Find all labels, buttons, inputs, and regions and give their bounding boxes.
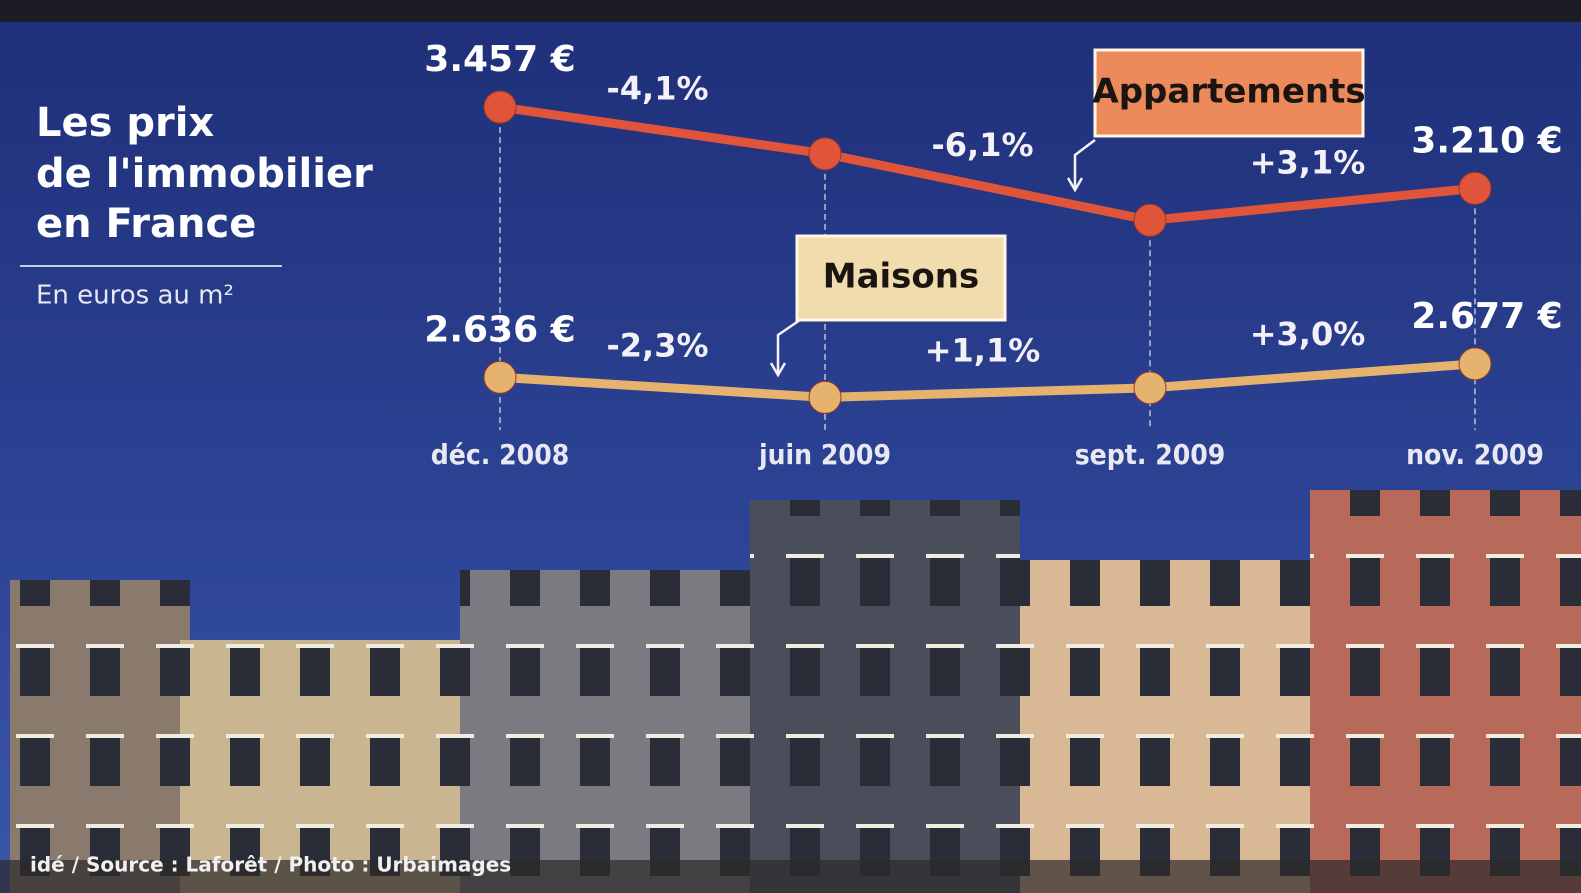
value-label: 2.636 €	[424, 309, 575, 350]
data-point	[483, 90, 517, 124]
x-tick-label: nov. 2009	[1406, 438, 1544, 471]
change-label: +3,1%	[1250, 143, 1366, 181]
source: idé / Source : Laforêt / Photo : Urbaima…	[30, 853, 511, 877]
value-label: 3.210 €	[1411, 120, 1562, 161]
title-line: de l'immobilier	[36, 151, 373, 197]
data-point	[483, 360, 517, 394]
data-point	[1458, 171, 1492, 205]
subtitle: En euros au m²	[36, 281, 234, 311]
x-tick-label: sept. 2009	[1075, 438, 1226, 471]
change-label: -2,3%	[606, 326, 708, 364]
plot: déc. 2008 juin 2009 sept. 2009 nov. 2009 3.4…	[424, 39, 1562, 471]
series-label-box	[795, 234, 1007, 322]
series-label-box	[1093, 48, 1365, 138]
title-line: Les prix	[36, 100, 214, 146]
change-label: +3,0%	[1250, 315, 1366, 353]
change-label: +1,1%	[925, 332, 1041, 370]
pointer-arrow	[769, 318, 801, 378]
data-point	[808, 380, 842, 414]
buildings	[0, 490, 1581, 893]
data-point	[808, 137, 842, 171]
top-band	[0, 0, 1581, 22]
series-label: Maisons	[823, 257, 979, 297]
series-line	[495, 359, 1480, 402]
data-point	[1133, 371, 1167, 405]
pointer-arrow	[1066, 139, 1096, 193]
value-label: 2.677 €	[1411, 296, 1562, 337]
x-tick-label: déc. 2008	[431, 438, 570, 471]
series-label: Appartements	[1092, 72, 1365, 112]
title: Les prix de l'immobilier en France	[36, 100, 373, 247]
value-label: 3.457 €	[424, 39, 575, 80]
x-tick-label: juin 2009	[758, 438, 891, 471]
change-label: -6,1%	[931, 126, 1033, 164]
data-point	[1458, 347, 1492, 381]
series-line	[495, 102, 1480, 225]
title-line: en France	[36, 201, 256, 247]
data-point	[1133, 203, 1167, 237]
change-label: -4,1%	[606, 69, 708, 107]
